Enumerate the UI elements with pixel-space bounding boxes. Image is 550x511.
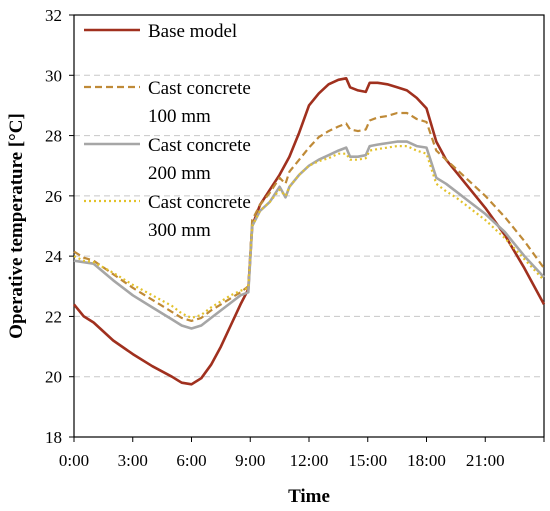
y-tick-label: 30	[45, 66, 62, 85]
series-line-1	[72, 77, 546, 386]
y-axis-ticks: 18 20 22 24 26 28 30 32	[45, 6, 74, 447]
legend-label: 300 mm	[148, 220, 211, 241]
x-tick-label: 0:00	[59, 451, 89, 470]
x-tick-label: 21:00	[466, 451, 505, 470]
x-tick-label: 6:00	[176, 451, 206, 470]
x-tick-label: 15:00	[348, 451, 387, 470]
x-axis-ticks: 0:00 3:00 6:00 9:00 12:00 15:00 18:00 21:00	[59, 437, 545, 470]
x-axis-title: Time	[288, 486, 330, 507]
y-tick-label: 22	[45, 307, 62, 326]
series-line-2	[73, 111, 545, 322]
y-tick-label: 24	[45, 247, 63, 266]
grid-lines	[74, 74, 544, 378]
y-tick-label: 18	[45, 428, 62, 447]
y-axis-title: Operative temperature [°C]	[6, 113, 27, 339]
series-line-4	[73, 145, 545, 319]
x-tick-label: 12:00	[290, 451, 329, 470]
series-line-3	[73, 140, 545, 330]
legend: Base model Cast concrete 100 mm Cast concre…	[84, 21, 251, 241]
x-tick-label: 3:00	[118, 451, 148, 470]
y-tick-label: 26	[45, 187, 62, 206]
legend-label: 100 mm	[148, 106, 211, 127]
x-tick-label: 9:00	[235, 451, 265, 470]
legend-label: Cast concrete	[148, 135, 251, 156]
y-tick-label: 20	[45, 368, 62, 387]
legend-label: 200 mm	[148, 163, 211, 184]
y-tick-label: 32	[45, 6, 62, 25]
legend-label: Cast concrete	[148, 78, 251, 99]
plot-frame	[73, 14, 545, 438]
legend-label: Base model	[148, 21, 237, 42]
series-lines	[72, 77, 546, 386]
legend-label: Cast concrete	[148, 192, 251, 213]
x-tick-label: 18:00	[407, 451, 446, 470]
y-tick-label: 28	[45, 127, 62, 146]
